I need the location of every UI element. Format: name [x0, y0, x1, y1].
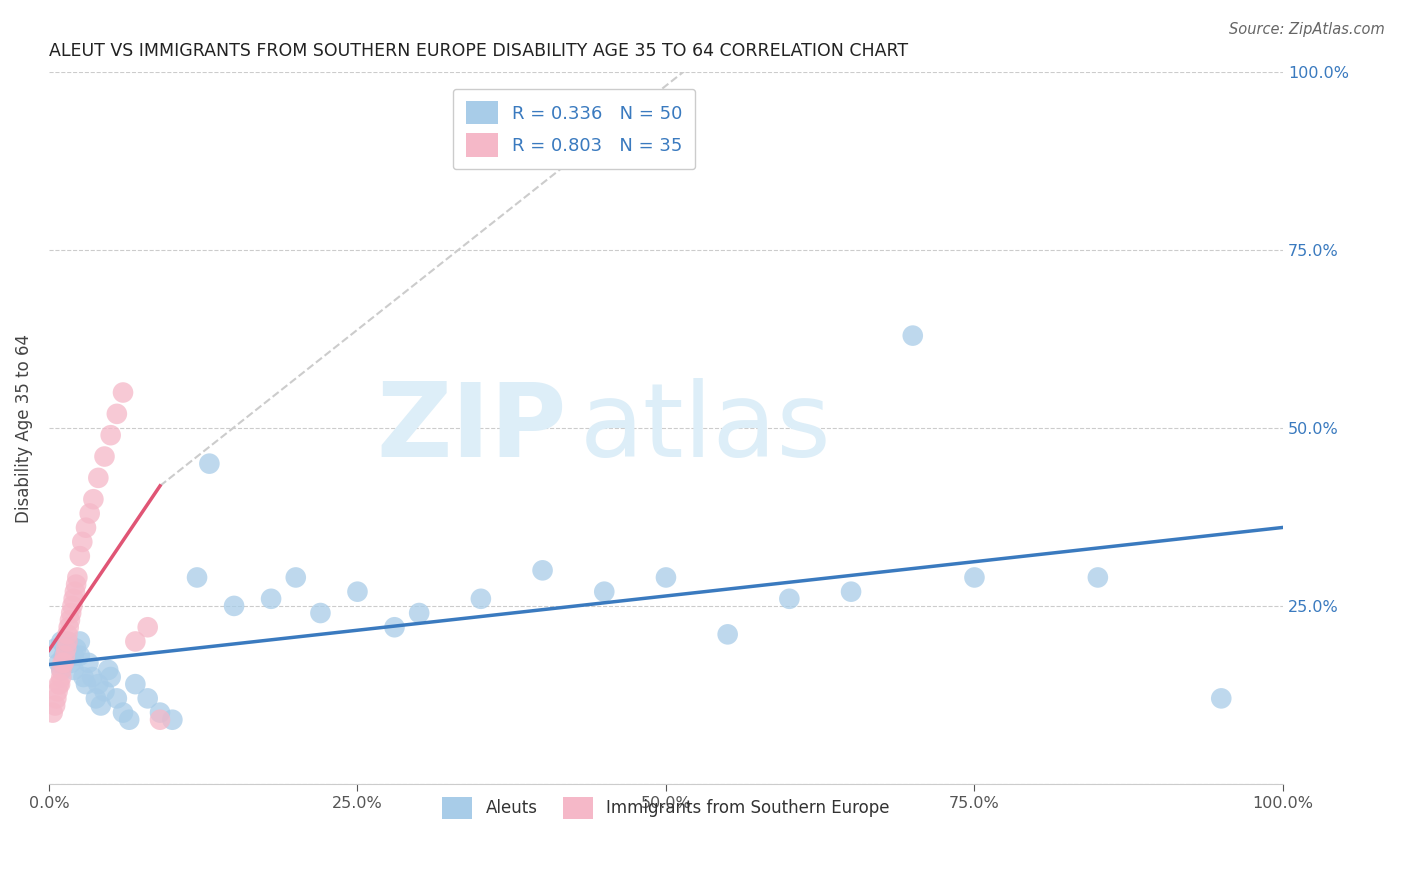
- Point: [100, 670, 122, 684]
- Point: [69, 648, 91, 663]
- Point: [778, 591, 800, 606]
- Point: [309, 606, 332, 620]
- Point: [162, 713, 184, 727]
- Text: ZIP: ZIP: [377, 377, 567, 479]
- Point: [48, 677, 70, 691]
- Y-axis label: Disability Age 35 to 64: Disability Age 35 to 64: [15, 334, 32, 523]
- Point: [56, 634, 79, 648]
- Point: [284, 570, 307, 584]
- Point: [111, 706, 134, 720]
- Point: [93, 450, 115, 464]
- Point: [56, 627, 79, 641]
- Point: [87, 471, 110, 485]
- Point: [51, 663, 73, 677]
- Point: [136, 691, 159, 706]
- Point: [346, 584, 368, 599]
- Point: [66, 570, 89, 584]
- Point: [105, 407, 128, 421]
- Point: [90, 698, 112, 713]
- Point: [69, 634, 91, 648]
- Point: [51, 663, 73, 677]
- Point: [408, 606, 430, 620]
- Point: [69, 549, 91, 563]
- Point: [72, 670, 94, 684]
- Point: [79, 507, 101, 521]
- Point: [1087, 570, 1109, 584]
- Point: [111, 385, 134, 400]
- Point: [51, 656, 73, 670]
- Point: [52, 648, 75, 663]
- Point: [62, 599, 84, 613]
- Point: [186, 570, 208, 584]
- Point: [51, 634, 73, 648]
- Point: [100, 428, 122, 442]
- Point: [222, 599, 245, 613]
- Point: [963, 570, 986, 584]
- Point: [124, 677, 146, 691]
- Point: [717, 627, 740, 641]
- Point: [65, 577, 87, 591]
- Point: [82, 492, 104, 507]
- Point: [49, 677, 72, 691]
- Point: [655, 570, 678, 584]
- Point: [62, 648, 84, 663]
- Point: [60, 656, 83, 670]
- Point: [72, 534, 94, 549]
- Point: [44, 698, 66, 713]
- Point: [62, 591, 84, 606]
- Point: [384, 620, 406, 634]
- Point: [118, 713, 141, 727]
- Point: [93, 684, 115, 698]
- Point: [124, 634, 146, 648]
- Point: [60, 606, 83, 620]
- Point: [87, 677, 110, 691]
- Point: [51, 670, 73, 684]
- Point: [77, 656, 100, 670]
- Point: [45, 691, 67, 706]
- Point: [62, 663, 84, 677]
- Text: atlas: atlas: [579, 377, 831, 479]
- Point: [97, 663, 120, 677]
- Point: [839, 584, 862, 599]
- Point: [48, 656, 70, 670]
- Point: [58, 620, 80, 634]
- Point: [901, 328, 924, 343]
- Point: [56, 634, 79, 648]
- Point: [136, 620, 159, 634]
- Point: [149, 713, 172, 727]
- Point: [44, 641, 66, 656]
- Point: [52, 656, 75, 670]
- Legend: Aleuts, Immigrants from Southern Europe: Aleuts, Immigrants from Southern Europe: [436, 790, 896, 825]
- Point: [75, 677, 97, 691]
- Point: [65, 641, 87, 656]
- Point: [149, 706, 172, 720]
- Point: [84, 691, 107, 706]
- Point: [41, 706, 63, 720]
- Point: [82, 670, 104, 684]
- Point: [55, 641, 77, 656]
- Point: [63, 584, 86, 599]
- Point: [470, 591, 492, 606]
- Point: [53, 648, 76, 663]
- Point: [75, 521, 97, 535]
- Point: [105, 691, 128, 706]
- Point: [59, 613, 82, 627]
- Text: Source: ZipAtlas.com: Source: ZipAtlas.com: [1229, 22, 1385, 37]
- Text: ALEUT VS IMMIGRANTS FROM SOUTHERN EUROPE DISABILITY AGE 35 TO 64 CORRELATION CHA: ALEUT VS IMMIGRANTS FROM SOUTHERN EUROPE…: [49, 42, 908, 60]
- Point: [593, 584, 616, 599]
- Point: [56, 641, 79, 656]
- Point: [198, 457, 221, 471]
- Point: [46, 684, 69, 698]
- Point: [531, 563, 554, 577]
- Point: [260, 591, 283, 606]
- Point: [1211, 691, 1233, 706]
